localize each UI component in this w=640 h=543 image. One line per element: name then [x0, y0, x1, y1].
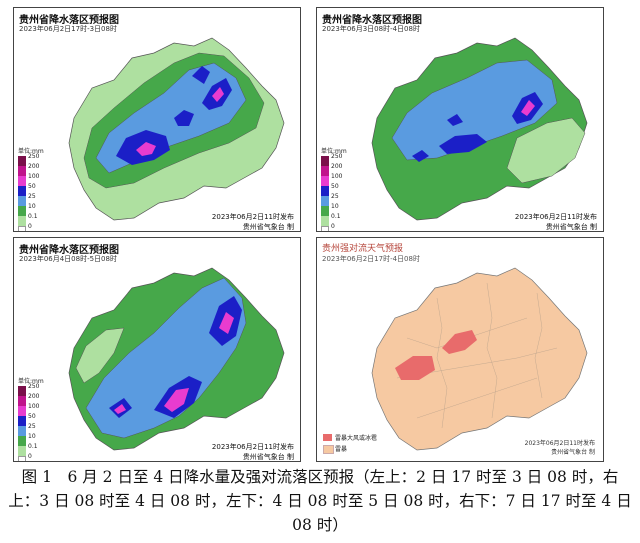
legend-swatch-50: [18, 186, 26, 196]
legend-swatch-0.1: [321, 216, 329, 226]
legend-label: 0.1: [28, 443, 38, 450]
legend-label: 50: [331, 183, 339, 190]
legend-swatch-0.1: [18, 446, 26, 456]
legend-label: 50: [28, 183, 36, 190]
figure-caption: 图 1 6 月 2 日至 4 日降水量及强对流落区预报（左上：2 日 17 时至…: [8, 468, 632, 534]
legend-swatch-50: [18, 416, 26, 426]
legend-swatch-200: [18, 166, 26, 176]
issue-time: 2023年06月2日11时发布: [514, 213, 597, 221]
guizhou-convective-map: [371, 267, 588, 451]
legend-swatch-severe: [323, 434, 332, 441]
legend-label: 100: [331, 173, 343, 180]
issue-time: 2023年06月2日11时发布: [211, 213, 294, 221]
legend-label: 25: [28, 423, 36, 430]
legend-label: 250: [331, 153, 343, 160]
legend-swatch-100: [18, 176, 26, 186]
legend-label: 0: [28, 453, 32, 460]
agency: 贵州省气象台 制: [545, 223, 597, 231]
panel-title: 贵州强对流天气预报: [322, 244, 404, 254]
legend-swatch-250: [18, 386, 26, 396]
legend-label: 10: [28, 203, 36, 210]
agency: 贵州省气象台 制: [242, 453, 294, 461]
legend-swatch-thunderstorm: [323, 445, 334, 454]
legend-swatch-25: [18, 196, 26, 206]
legend-swatch-250: [321, 156, 329, 166]
legend-label: 雷暴: [335, 446, 348, 453]
legend-label: 25: [28, 193, 36, 200]
legend-label: 100: [28, 403, 40, 410]
legend-label: 200: [28, 393, 40, 400]
panel-title: 贵州省降水落区预报图: [322, 15, 422, 26]
issue-time: 2023年06月2日11时发布: [524, 440, 595, 447]
guizhou-rain-map-2: [371, 37, 588, 221]
legend-swatch-0: [18, 226, 26, 231]
legend-label: 50: [28, 413, 36, 420]
legend-swatch-250: [18, 156, 26, 166]
legend-label: 0: [28, 223, 32, 230]
agency: 贵州省气象台 制: [551, 449, 595, 456]
legend-swatch-25: [18, 426, 26, 436]
legend-label: 200: [28, 163, 40, 170]
legend-label: 10: [331, 203, 339, 210]
rain-map-panel-3: 贵州省降水落区预报图 2023年06月4日08时-5日08时 单位:mm 250…: [13, 237, 301, 462]
legend-swatch-200: [321, 166, 329, 176]
legend-label: 10: [28, 433, 36, 440]
agency: 贵州省气象台 制: [242, 223, 294, 231]
legend-label: 100: [28, 173, 40, 180]
legend-unit: 单位:mm: [18, 148, 44, 155]
legend-swatch-200: [18, 396, 26, 406]
legend-label: 25: [331, 193, 339, 200]
legend-swatch-0: [18, 456, 26, 461]
legend-unit: 单位:mm: [321, 148, 347, 155]
legend-swatch-10: [18, 436, 26, 446]
legend-swatch-100: [321, 176, 329, 186]
legend-label: 0: [331, 223, 335, 230]
legend-label: 200: [331, 163, 343, 170]
legend-label: 250: [28, 383, 40, 390]
legend-swatch-0.1: [18, 216, 26, 226]
legend-unit: 单位:mm: [18, 378, 44, 385]
legend-swatch-50: [321, 186, 329, 196]
convective-map-panel: 贵州强对流天气预报 2023年06月2日17时-4日08时 雷暴大风或冰雹 雷暴…: [316, 237, 604, 462]
rain-map-panel-1: 贵州省降水落区预报图 2023年06月2日17时-3日08时 单位:mm 250…: [13, 7, 301, 232]
guizhou-rain-map-1: [68, 37, 285, 221]
panel-subtitle: 2023年06月3日08时-4日08时: [322, 25, 420, 33]
legend-swatch-10: [321, 206, 329, 216]
legend-swatch-100: [18, 406, 26, 416]
panel-title: 贵州省降水落区预报图: [19, 15, 119, 26]
legend-swatch-10: [18, 206, 26, 216]
rain-map-panel-2: 贵州省降水落区预报图 2023年06月3日08时-4日08时 单位:mm 250…: [316, 7, 604, 232]
panel-subtitle: 2023年06月4日08时-5日08时: [19, 255, 117, 263]
guizhou-rain-map-3: [68, 267, 285, 451]
panel-title: 贵州省降水落区预报图: [19, 245, 119, 256]
legend-label: 250: [28, 153, 40, 160]
panel-subtitle: 2023年06月2日17时-4日08时: [322, 255, 420, 263]
legend-label: 0.1: [28, 213, 38, 220]
legend-swatch-0: [321, 226, 329, 231]
legend-label: 0.1: [331, 213, 341, 220]
issue-time: 2023年06月2日11时发布: [211, 443, 294, 451]
panel-subtitle: 2023年06月2日17时-3日08时: [19, 25, 117, 33]
legend-label: 雷暴大风或冰雹: [335, 435, 378, 442]
legend-swatch-25: [321, 196, 329, 206]
